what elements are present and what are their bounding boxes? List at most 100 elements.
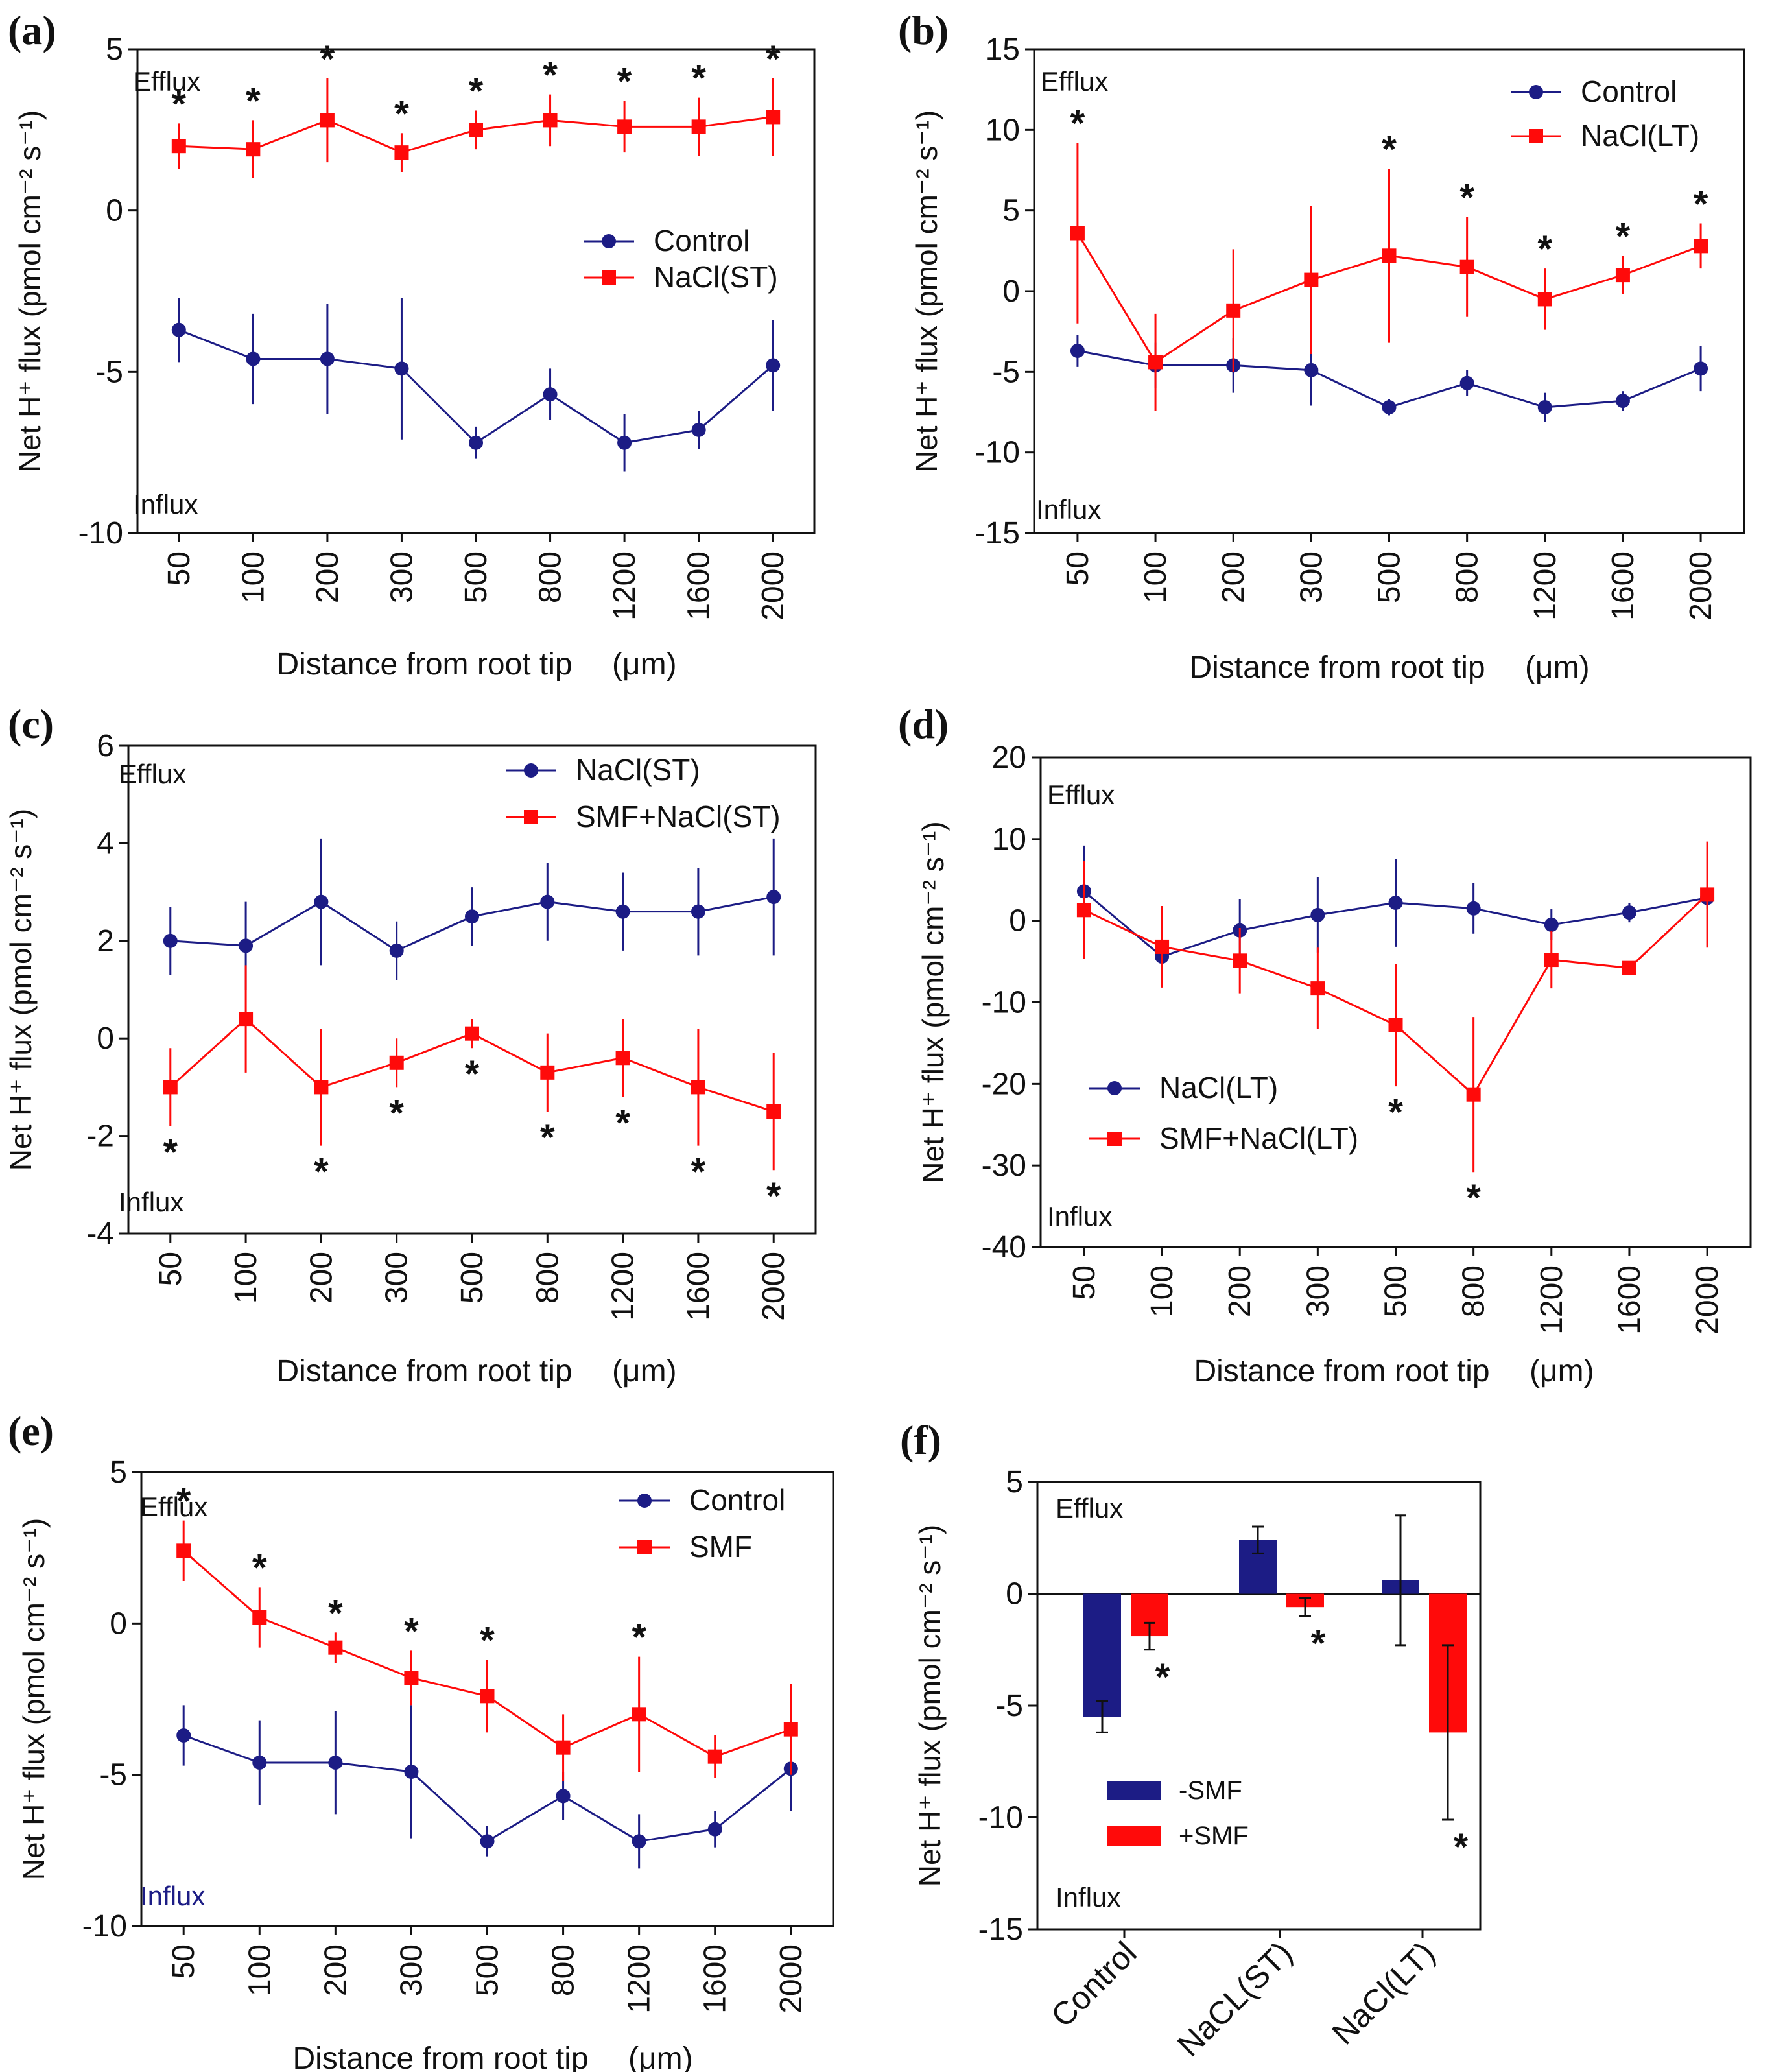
- data-point: [783, 1722, 798, 1737]
- legend-item: Control: [584, 224, 750, 257]
- x-tick-label: 500: [455, 1252, 490, 1304]
- y-tick-label: -5: [99, 1758, 127, 1792]
- significance-star: *: [394, 93, 409, 135]
- y-axis-label: Net H⁺ flux (pmol cm⁻² s⁻¹): [910, 110, 943, 472]
- x-tick-label: 200: [318, 1944, 353, 1996]
- x-tick-label: 100: [229, 1252, 263, 1304]
- significance-star: *: [404, 1610, 419, 1652]
- x-tick-label: 300: [384, 551, 419, 603]
- data-point: [766, 1104, 781, 1119]
- data-point: [1382, 400, 1397, 415]
- x-tick-label: 800: [1457, 1265, 1491, 1317]
- data-point: [1070, 226, 1085, 241]
- panel-c: (c) -4 -2 0 2 4 6 Net H⁺ flux (pmol cm⁻² s⁻¹) Ef…: [4, 701, 817, 1388]
- data-point: [252, 1610, 267, 1625]
- data-point: [766, 890, 781, 905]
- efflux-label: Efflux: [1041, 66, 1108, 97]
- legend-item: Control: [619, 1483, 785, 1517]
- data-point: [543, 387, 558, 402]
- significance-star: *: [465, 1053, 480, 1095]
- data-point: [617, 119, 632, 134]
- legend-item: NaCl(ST): [584, 260, 778, 294]
- influx-label: Influx: [1036, 494, 1101, 525]
- x-tick-label: 500: [1379, 1265, 1413, 1317]
- significance-star: *: [1694, 184, 1708, 226]
- x-tick-label: 100: [236, 551, 270, 603]
- x-tick-label: 100: [242, 1944, 277, 1996]
- legend-marker: [637, 1494, 652, 1508]
- x-tick-label: NaCl(LT): [1325, 1935, 1441, 2051]
- significance-star: *: [469, 70, 484, 112]
- significance-star: *: [632, 1617, 646, 1659]
- data-point: [1615, 268, 1630, 283]
- data-point: [1076, 903, 1091, 918]
- data-point: [404, 1765, 419, 1779]
- panel-e: (e) -10 -5 0 5 Net H⁺ flux (pmol cm⁻² s⁻¹) Eff…: [8, 1408, 834, 2072]
- data-point: [1304, 363, 1319, 377]
- data-point: [556, 1740, 571, 1755]
- legend-label: Control: [1581, 75, 1677, 108]
- x-tick-label: 200: [1223, 1265, 1257, 1317]
- data-point: [556, 1789, 571, 1804]
- x-tick-label: Control: [1044, 1935, 1144, 2034]
- y-tick-label: 15: [986, 32, 1020, 67]
- influx-label: Influx: [133, 489, 198, 519]
- significance-star: *: [1070, 102, 1085, 145]
- y-tick-label: -15: [978, 1912, 1023, 1947]
- data-point: [176, 1543, 191, 1558]
- significance-star: *: [543, 54, 558, 97]
- data-point: [163, 1080, 178, 1095]
- x-tick-label: 300: [380, 1252, 414, 1304]
- x-tick-label: 100: [1145, 1265, 1179, 1317]
- significance-star: *: [766, 38, 781, 80]
- data-point: [1459, 375, 1474, 390]
- series-line: [1077, 350, 1701, 409]
- significance-star: *: [540, 1117, 555, 1159]
- y-tick-label: -20: [982, 1067, 1026, 1101]
- y-tick-label: 5: [106, 32, 123, 67]
- series-control: [1070, 335, 1708, 422]
- data-point: [691, 119, 706, 134]
- data-point: [1694, 239, 1708, 254]
- data-point: [469, 123, 483, 137]
- significance-star: *: [1616, 215, 1631, 257]
- x-tick-label: 500: [471, 1944, 505, 1996]
- y-tick-label: 5: [1002, 194, 1020, 228]
- y-tick-label: -10: [978, 1801, 1023, 1835]
- data-point: [246, 142, 261, 157]
- series-smf-nacl-lt-: **: [1076, 841, 1715, 1219]
- legend-marker: [602, 270, 616, 285]
- y-tick-label: -5: [995, 1689, 1023, 1723]
- x-tick-label: 300: [394, 1944, 429, 1996]
- panel-label: (c): [8, 701, 54, 747]
- data-point: [163, 933, 178, 948]
- series-line: [178, 329, 774, 444]
- data-point: [1388, 895, 1403, 910]
- y-tick-label: -10: [975, 436, 1020, 470]
- efflux-label: Efflux: [1056, 1493, 1123, 1523]
- legend-item: SMF: [619, 1530, 752, 1564]
- legend-marker: [637, 1540, 652, 1554]
- x-tick-label: 200: [311, 551, 345, 603]
- significance-star: *: [617, 61, 632, 103]
- data-point: [1466, 901, 1481, 916]
- x-tick-label: 800: [534, 551, 568, 603]
- significance-star: *: [1454, 1826, 1469, 1868]
- y-tick-label: -10: [982, 986, 1026, 1020]
- data-point: [239, 1012, 254, 1027]
- legend-marker: [1529, 85, 1543, 99]
- significance-star: *: [320, 38, 335, 80]
- data-point: [1226, 303, 1241, 318]
- y-tick-label: 0: [106, 194, 123, 228]
- series-nacl-st-: [163, 838, 781, 990]
- influx-label: Influx: [119, 1187, 183, 1217]
- series-control: [176, 1705, 798, 1869]
- x-tick-label: 2000: [756, 551, 790, 621]
- y-tick-label: 2: [97, 924, 114, 959]
- series-smf-nacl-st-: * * * * * * * *: [163, 965, 781, 1217]
- data-point: [1382, 248, 1397, 263]
- data-point: [1148, 355, 1163, 370]
- panel-d: (d) -40 -30 -20 -10 0 10 20 Net H⁺ flux (pmol cm…: [898, 701, 1752, 1388]
- x-tick-label: 50: [162, 551, 196, 586]
- legend-label: -SMF: [1179, 1776, 1242, 1805]
